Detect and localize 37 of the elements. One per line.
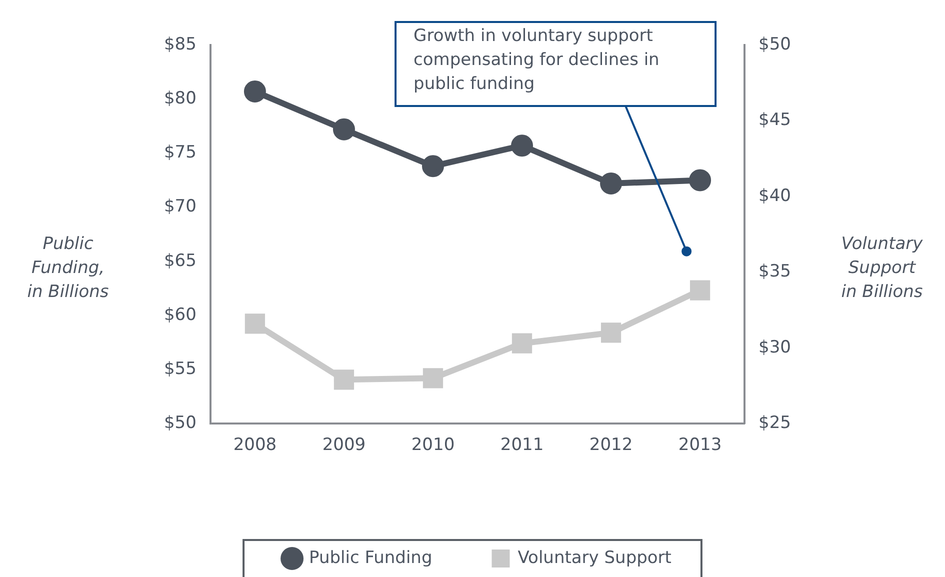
y-tick-label: $80 [164, 88, 196, 109]
annotation: Growth in voluntary support compensating for declines in public funding [414, 26, 660, 94]
x-tick-label: 2010 [411, 435, 455, 456]
point [600, 322, 622, 343]
point [600, 172, 622, 194]
y-tick-label: $70 [164, 196, 196, 217]
y-tick-label: $60 [164, 304, 196, 325]
point [422, 155, 444, 178]
legend-label: Public Funding [309, 548, 432, 568]
y2-tick-label: $35 [758, 262, 792, 282]
point [690, 280, 710, 300]
x-tick-label: 2009 [322, 435, 366, 456]
y2-tick-label: $45 [758, 110, 792, 130]
y2-tick-label: $30 [758, 337, 792, 358]
point [244, 314, 266, 334]
point [689, 169, 712, 192]
y2-tick-label: $25 [758, 413, 792, 434]
y2-tick-label: $40 [758, 186, 792, 206]
point [332, 118, 355, 140]
point [422, 368, 444, 388]
x-tick-label: 2013 [678, 435, 722, 456]
y-axis-title: Public Funding, in Billions [26, 233, 110, 304]
x-tick-label: 2011 [500, 435, 544, 456]
point [244, 80, 266, 103]
x-tick-label: 2012 [589, 435, 633, 456]
legend-label: Voluntary Support [518, 548, 672, 568]
y-tick-label: $55 [164, 358, 196, 379]
y-tick-label: $50 [164, 413, 196, 434]
y-tick-label: $85 [164, 34, 196, 54]
point [512, 333, 532, 354]
y-tick-label: $75 [164, 142, 196, 163]
point [511, 134, 534, 157]
point [334, 370, 354, 390]
x-tick-label: 2008 [233, 435, 277, 456]
y2-tick-label: $50 [758, 34, 792, 54]
y2-axis-title: Voluntary Support in Billions [840, 233, 924, 304]
y-tick-label: $65 [164, 250, 196, 271]
